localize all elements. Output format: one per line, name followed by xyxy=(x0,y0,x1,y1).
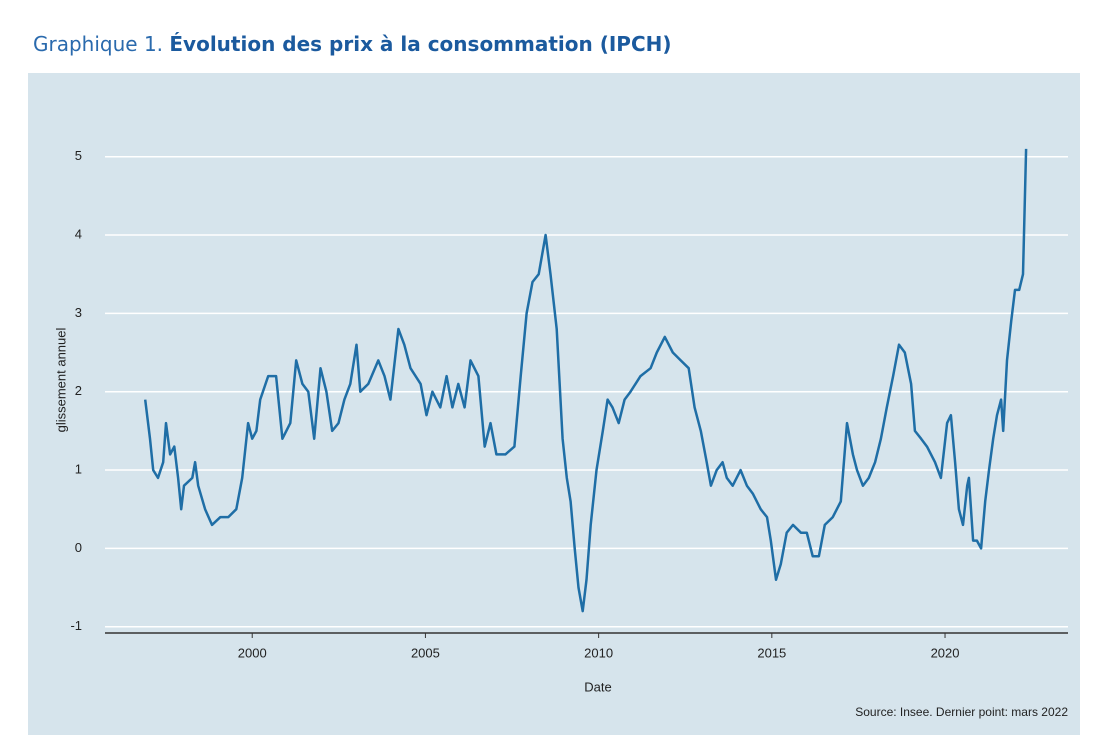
y-tick-label: 0 xyxy=(75,540,82,555)
source-note: Source: Insee. Dernier point: mars 2022 xyxy=(855,705,1068,719)
y-tick-label: -1 xyxy=(70,618,82,633)
title-prefix: Graphique 1. xyxy=(33,32,163,56)
panel-background xyxy=(28,73,1080,735)
y-tick-label: 5 xyxy=(75,148,82,163)
title-main: Évolution des prix à la consommation (IP… xyxy=(169,32,671,56)
y-tick-label: 3 xyxy=(75,305,82,320)
chart-title: Graphique 1. Évolution des prix à la con… xyxy=(33,32,672,56)
y-axis-label: glissement annuel xyxy=(53,327,68,432)
x-tick-label: 2010 xyxy=(584,645,613,660)
y-tick-label: 4 xyxy=(75,226,82,241)
y-tick-label: 2 xyxy=(75,383,82,398)
x-tick-label: 2000 xyxy=(238,645,267,660)
x-tick-label: 2020 xyxy=(931,645,960,660)
x-tick-label: 2005 xyxy=(411,645,440,660)
x-tick-label: 2015 xyxy=(757,645,786,660)
x-axis-label: Date xyxy=(584,679,611,694)
y-tick-label: 1 xyxy=(75,461,82,476)
data-line xyxy=(143,148,1028,613)
